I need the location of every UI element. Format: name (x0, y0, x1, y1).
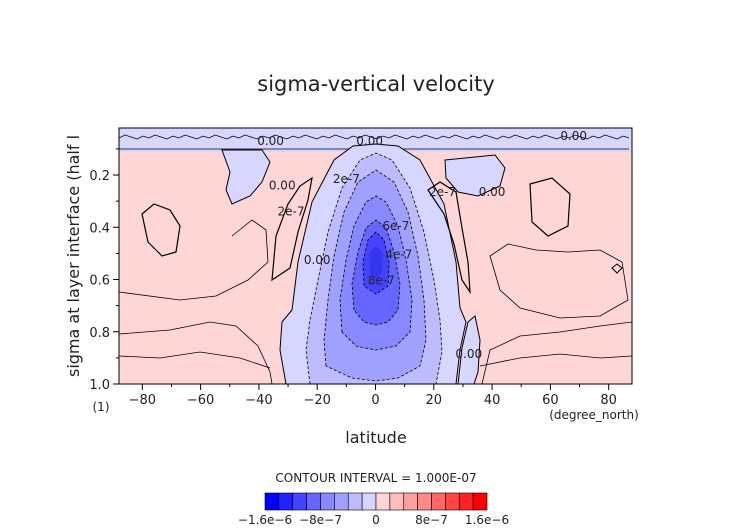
colorbar-tick-label: −1.6e−6 (238, 513, 292, 527)
x-tick-label: 0 (371, 393, 379, 408)
x-tick-label: 80 (600, 393, 617, 408)
right-negative-lobe (444, 154, 506, 197)
contour-label: 0.00 (560, 129, 587, 143)
contour-label: 0.00 (455, 347, 482, 361)
x-tick-label: 20 (426, 393, 443, 408)
cell-core (369, 246, 383, 280)
x-tick-label: −80 (129, 393, 156, 408)
colorbar-tick-label: 1.6e−6 (465, 513, 509, 527)
colorbar-swatch (389, 492, 405, 511)
left-interior-contour (119, 219, 269, 301)
y-tick-label: 0.2 (89, 169, 110, 184)
contour-interval: CONTOUR INTERVAL = 1.000E-07 (275, 471, 476, 485)
upper-noise-contour (119, 134, 630, 140)
contour-label: 8e-7 (368, 274, 395, 288)
colorbar-tick-label: 8e−7 (415, 513, 448, 527)
y-tick-label: 0.8 (89, 326, 110, 341)
y-tick-label: 0.4 (89, 221, 110, 236)
chart-title: sigma-vertical velocity (257, 72, 495, 96)
x-tick-label: −60 (187, 393, 214, 408)
x-tick-label: −20 (303, 393, 330, 408)
colorbar-swatch (264, 492, 280, 511)
contour-label: 6e-7 (382, 219, 409, 233)
y-tick-label: 1.0 (89, 378, 110, 393)
colorbar-swatch (458, 492, 474, 511)
x-tick-label: 60 (542, 393, 559, 408)
x-tick-label: −40 (245, 393, 272, 408)
colorbar-swatch (278, 492, 294, 511)
plot-area: 0.00 0.00 0.00 0.00 2e-7 2e-7 0.00 4e-7 6e-7 8e-7… (119, 128, 632, 384)
colorbar-swatch (306, 492, 321, 511)
colorbar-swatch (347, 492, 363, 511)
colorbar-swatch (431, 492, 446, 511)
colorbar-swatch (320, 492, 335, 511)
contour-label: 0.00 (269, 178, 296, 192)
x-axis: −80 −60 −40 −20 0 20 40 60 80 (129, 384, 617, 408)
colorbar-swatch (417, 492, 432, 511)
y-tick-label: 0.6 (89, 274, 110, 289)
contour-label: 0.00 (356, 134, 383, 148)
contour-label: 0.00 (304, 253, 331, 267)
x-axis-label: latitude (345, 428, 406, 447)
y-axis: 0.2 0.4 0.6 0.8 1.0 (89, 148, 119, 393)
right-positive-2e-7-contour (427, 181, 471, 295)
x-tick-label: 40 (484, 393, 501, 408)
contour-label: 2e-7 (333, 172, 360, 186)
left-positive-2e-7-contour (271, 176, 313, 282)
right-interior-contour (489, 243, 629, 319)
small-right-cell (611, 263, 623, 274)
right-max-contour (529, 177, 571, 237)
contour-labels: 0.00 0.00 0.00 0.00 2e-7 2e-7 0.00 4e-7 6e-7 8e-7… (257, 129, 587, 361)
left-negative-lobe (221, 149, 271, 205)
contour-label: 0.00 (257, 134, 284, 148)
x-axis-units: (degree_north) (549, 408, 639, 422)
colorbar-swatch (292, 492, 307, 511)
contour-label: 2e-7 (277, 205, 304, 219)
contour-label: 4e-7 (385, 248, 412, 262)
lower-right-negative-lobe (457, 315, 481, 384)
left-max-contour (141, 203, 181, 257)
colorbar-tick-label: 0 (372, 513, 380, 527)
colorbar-swatch (375, 492, 391, 511)
contour-label: 2e-7 (429, 185, 456, 199)
colorbar: −1.6e−6 −8e−7 0 8e−7 1.6e−6 (238, 492, 509, 527)
bottom-contour (119, 351, 632, 369)
y-axis-units: (1) (93, 400, 110, 414)
colorbar-swatch (361, 492, 377, 511)
colorbar-swatch (445, 492, 460, 511)
colorbar-tick-label: −8e−7 (299, 513, 342, 527)
colorbar-swatch (472, 492, 488, 511)
contour-label: 0.00 (479, 185, 506, 199)
lower-left-contour (119, 321, 273, 384)
y-axis-label: sigma at layer interface (half l (64, 135, 83, 377)
colorbar-swatch (403, 492, 418, 511)
lower-right-contour (481, 321, 632, 384)
colorbar-swatch (334, 492, 349, 511)
